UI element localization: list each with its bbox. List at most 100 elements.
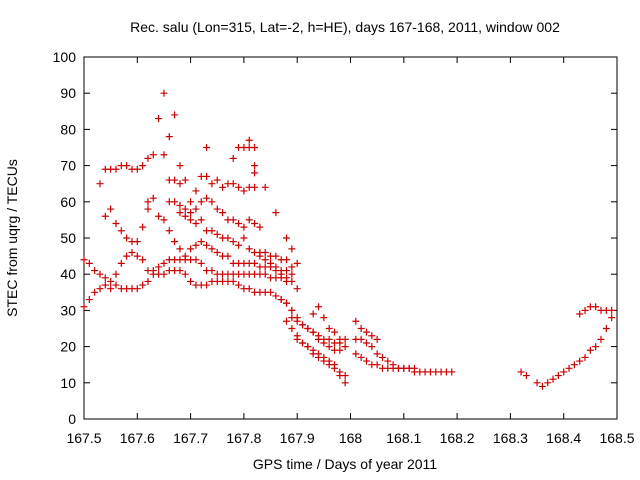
data-point [112,165,120,173]
data-point [208,198,216,206]
data-point [123,234,131,242]
data-point [357,335,365,343]
data-point [144,198,152,206]
data-point [554,372,562,380]
data-point [309,328,317,336]
plot-frame [83,56,618,420]
data-point [576,310,584,318]
data-point [235,241,243,249]
data-point [570,361,578,369]
data-point [181,176,189,184]
y-axis-label: STEC from uqrg / TECUs [4,159,20,317]
data-point [245,245,253,253]
data-point [91,288,99,296]
data-point [336,372,344,380]
x-tick-label: 167.9 [280,430,315,446]
data-point [192,187,200,195]
data-point [181,212,189,220]
data-point [592,343,600,351]
data-point [362,328,370,336]
data-point [251,162,259,170]
data-point [192,256,200,264]
x-tick-label: 168.3 [493,430,528,446]
data-point [96,180,104,188]
data-point [160,259,168,267]
data-point [160,270,168,278]
y-tick-label: 60 [60,194,76,210]
data-point [299,339,307,347]
data-point [272,209,280,217]
data-point [208,245,216,253]
data-point [256,252,264,260]
data-point [155,212,163,220]
data-point [197,216,205,224]
x-tick: 168.5 [599,57,635,446]
data-point [261,248,269,256]
data-point [597,335,605,343]
data-point [117,259,125,267]
data-point [240,234,248,242]
data-point [293,317,301,325]
data-point [133,238,141,246]
data-point [187,277,195,285]
data-point [293,259,301,267]
data-point [304,325,312,332]
data-point [320,357,328,365]
x-tick-label: 168.2 [440,430,475,446]
data-point [171,198,179,206]
data-point [251,169,259,177]
data-point [251,144,259,151]
data-point [112,270,120,278]
data-point [165,227,173,235]
data-point [149,194,157,202]
data-point [133,165,141,173]
data-point [368,332,376,340]
data-point [203,172,211,180]
data-point [357,353,365,361]
data-point [208,267,216,275]
data-point [245,285,253,293]
data-point [288,306,296,314]
data-point [176,180,184,188]
data-point [267,288,275,296]
data-point [251,259,259,267]
data-point [235,281,243,289]
data-point [112,220,120,228]
data-point [592,303,600,311]
data-point [160,216,168,224]
data-point [107,205,115,213]
data-point [288,325,296,332]
y-tick: 0 [68,411,617,427]
data-point [293,335,301,343]
data-point [203,144,211,151]
y-tick-label: 40 [60,266,76,282]
data-point [187,245,195,253]
data-point [352,317,360,325]
data-point [293,285,301,293]
data-point [229,216,237,224]
data-point [144,277,152,285]
y-tick-label: 50 [60,230,76,246]
data-point [288,245,296,253]
data-point [229,180,237,188]
y-tick-label: 30 [60,302,76,318]
data-point [107,277,115,285]
data-point [325,343,333,351]
data-point [213,248,221,256]
data-point [277,270,285,278]
data-point [197,259,205,267]
y-tick: 80 [60,121,617,137]
x-tick-label: 167.5 [66,430,101,446]
data-point [581,306,589,314]
data-point [331,328,339,336]
data-point [219,183,227,191]
data-point [91,267,99,275]
data-point [288,263,296,271]
data-point [144,205,152,213]
data-point [117,227,125,235]
x-tick: 168.3 [493,57,528,446]
y-tick-label: 80 [60,121,76,137]
data-point [85,296,93,304]
data-point [176,267,184,275]
